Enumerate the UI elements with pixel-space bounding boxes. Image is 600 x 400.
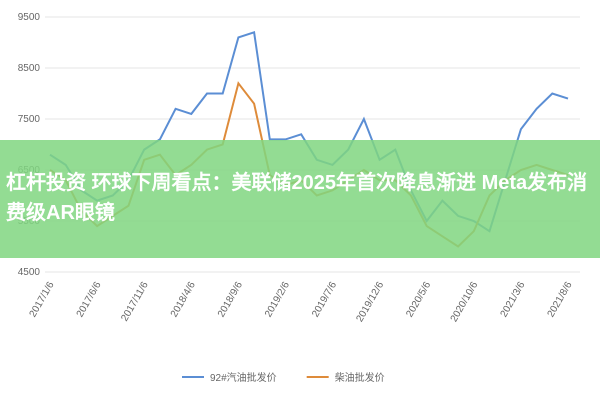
legend-label: 柴油批发价: [335, 371, 385, 384]
x-tick-label: 2019/7/6: [310, 280, 339, 320]
x-tick-label: 2021/3/6: [499, 280, 528, 320]
x-tick-label: 2019/2/6: [263, 280, 292, 320]
x-tick-label: 2017/11/6: [119, 280, 151, 324]
y-tick-label: 4500: [18, 267, 41, 278]
legend-label: 92#汽油批发价: [210, 371, 277, 384]
y-tick-label: 8500: [18, 63, 41, 74]
y-tick-label: 7500: [18, 114, 41, 125]
banner: 杠杆投资 环球下周看点：美联储2025年首次降息渐进 Meta发布消费级AR眼镜: [0, 140, 600, 258]
x-tick-label: 2021/8/6: [546, 280, 575, 320]
x-tick-label: 2018/9/6: [216, 280, 245, 320]
x-tick-label: 2019/12/6: [354, 280, 386, 324]
x-tick-label: 2020/5/6: [404, 280, 433, 320]
x-tick-label: 2018/4/6: [169, 280, 198, 320]
x-tick-label: 2017/6/6: [75, 280, 104, 320]
y-tick-label: 9500: [18, 12, 41, 23]
x-tick-label: 2020/10/6: [449, 280, 481, 324]
x-tick-label: 2017/1/6: [28, 280, 57, 320]
